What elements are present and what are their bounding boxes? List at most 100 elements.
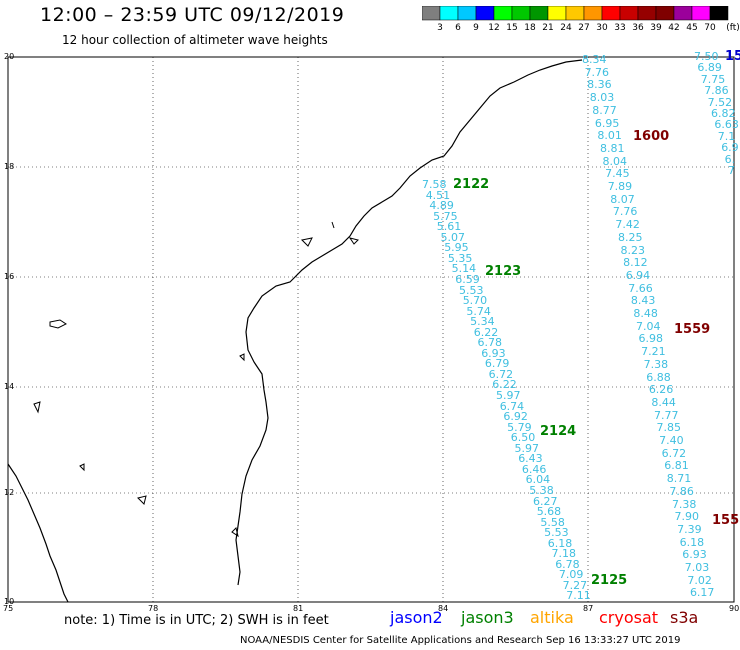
credit-line: NOAA/NESDIS Center for Satellite Applica…	[240, 635, 681, 646]
latitude-label: 18	[4, 162, 15, 171]
wave-height-value: 6.59	[455, 272, 480, 286]
track-label: 1558	[712, 513, 740, 528]
colorbar-label: 12	[488, 23, 500, 33]
wave-height-value: 6.43	[518, 452, 543, 466]
island	[331, 221, 335, 229]
wave-height-value: 5.58	[540, 515, 565, 529]
wave-height-value: 7	[728, 164, 735, 177]
colorbar-label: 9	[473, 23, 479, 33]
colorbar-label: 15	[506, 23, 518, 33]
colorbar-label: 27	[578, 23, 590, 33]
colorbar-unit: (ft)	[726, 23, 740, 33]
wave-height-value: 7.38	[671, 497, 697, 511]
wave-height-value: 7.77	[653, 408, 679, 422]
page-title: 12:00 – 23:59 UTC 09/12/2019	[40, 4, 345, 26]
track-label: 15	[725, 49, 740, 64]
colorbar-label: 30	[596, 23, 608, 33]
latitude-label: 20	[4, 52, 15, 61]
wave-height-value: 5.38	[529, 483, 554, 497]
track-label: 2123	[485, 264, 522, 279]
island	[348, 237, 359, 245]
footer-note: note: 1) Time is in UTC; 2) SWH is in fe…	[64, 613, 329, 628]
wave-height-value: 8.23	[620, 243, 646, 257]
wave-height-value: 7.09	[558, 568, 584, 582]
wave-height-value: 7.04	[635, 319, 661, 333]
colorbar-label: 36	[632, 23, 644, 33]
legend-item: s3a	[670, 608, 699, 627]
wave-height-value: 8.36	[587, 78, 612, 92]
island	[231, 527, 239, 538]
wave-height-value: 6.94	[625, 268, 651, 282]
wave-height-value: 7.42	[615, 218, 640, 232]
wave-height-value: 8.48	[633, 307, 658, 320]
colorbar-label: 18	[524, 23, 536, 33]
track-label: 2125	[591, 573, 628, 588]
latitude-label: 14	[4, 382, 15, 391]
wave-height-value: 7.75	[700, 72, 726, 86]
wave-height-value: 8.04	[602, 154, 628, 168]
wave-height-value: 7.86	[704, 84, 729, 98]
wave-height-value: 6.93	[682, 548, 707, 562]
wave-height-value: 7.86	[669, 484, 694, 498]
wave-height-value: 5.68	[536, 505, 562, 519]
wave-height-value: 6.98	[638, 332, 664, 346]
latitude-label: 12	[4, 488, 15, 497]
wave-height-value: 6.78	[555, 557, 580, 571]
colorbar-label: 3	[437, 23, 443, 33]
track-label: 1559	[674, 322, 711, 337]
wave-height-value: 6.79	[484, 357, 510, 371]
wave-height-value: 7.40	[659, 434, 684, 447]
wave-height-value: 7.76	[584, 65, 610, 79]
wave-height-value: 6.92	[503, 410, 528, 424]
wave-height-value: 6.74	[499, 399, 525, 413]
wave-height-value: 8.77	[592, 103, 617, 117]
longitude-label: 78	[148, 604, 159, 613]
map-grid	[8, 57, 734, 602]
colorbar-label: 70	[704, 23, 716, 33]
island	[137, 495, 147, 505]
wave-height-value: 7.11	[566, 589, 591, 603]
wave-height-value: 5.53	[544, 526, 569, 540]
island	[300, 237, 313, 247]
wave-height-value: 5.79	[507, 420, 532, 434]
island	[239, 353, 245, 362]
wave-height-value: 7.39	[677, 522, 702, 536]
wave-height-value: 7.02	[687, 573, 712, 587]
legend-item: cryosat	[599, 608, 659, 627]
wave-height-value: 6.18	[547, 536, 573, 550]
wave-height-value: 5.70	[462, 294, 488, 308]
track-label: 2124	[540, 424, 577, 439]
wave-height-value: 7.18	[551, 547, 577, 561]
colorbar-label: 42	[668, 23, 680, 33]
wave-height-value: 6.63	[714, 118, 739, 132]
latitude-label: 16	[4, 272, 15, 281]
wave-height-value: 6.72	[488, 367, 514, 381]
wave-height-value: 5.74	[466, 304, 491, 318]
island	[33, 401, 41, 414]
wave-height-value: 5.75	[433, 209, 458, 223]
colorbar-label: 39	[650, 23, 662, 33]
longitude-label: 81	[293, 604, 304, 613]
colorbar-label: 21	[542, 23, 554, 33]
wave-height-value: 8.71	[666, 472, 692, 486]
wave-height-value: 6.93	[481, 346, 506, 360]
wave-height-value: 8.25	[617, 230, 643, 244]
wave-height-value: 6.9	[721, 141, 739, 155]
wave-height-value: 8.44	[651, 395, 676, 409]
wave-height-value: 8.81	[599, 141, 625, 155]
wave-height-value: 7.27	[562, 578, 588, 592]
wave-height-value: 8.34	[582, 53, 607, 66]
wave-height-value: 7.76	[612, 205, 638, 219]
wave-height-value: 7.21	[641, 345, 666, 359]
wave-height-value: 6.89	[697, 61, 722, 75]
wave-height-value: 7.85	[656, 421, 682, 435]
wave-height-value: 5.95	[444, 241, 469, 255]
page-subtitle: 12 hour collection of altimeter wave hei…	[62, 33, 328, 47]
wave-height-value: 6.18	[679, 535, 705, 549]
wave-height-value: 6.72	[661, 446, 687, 460]
wave-height-value: 5.53	[459, 283, 484, 297]
legend-item: jason3	[461, 608, 514, 627]
colorbar-label: 45	[686, 23, 698, 33]
wave-height-value: 8.43	[630, 294, 656, 308]
wave-height-value: 6.50	[510, 431, 536, 445]
